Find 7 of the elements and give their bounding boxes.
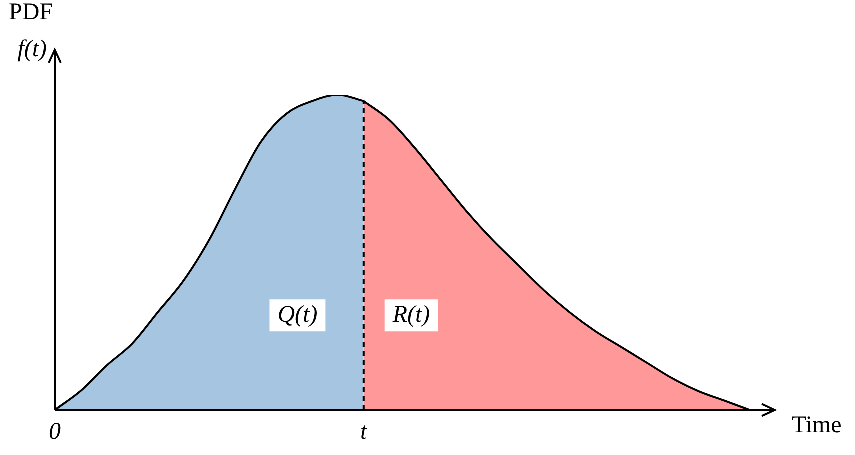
x-tick-label: t — [360, 418, 369, 445]
series-label: Q(t) — [278, 302, 318, 328]
x-axis-title: Time — [792, 412, 842, 438]
chart-title: PDF — [8, 0, 53, 26]
x-tick-label: 0 — [49, 418, 61, 445]
y-axis-title: f(t) — [18, 36, 47, 62]
series-label: R(t) — [392, 302, 430, 328]
